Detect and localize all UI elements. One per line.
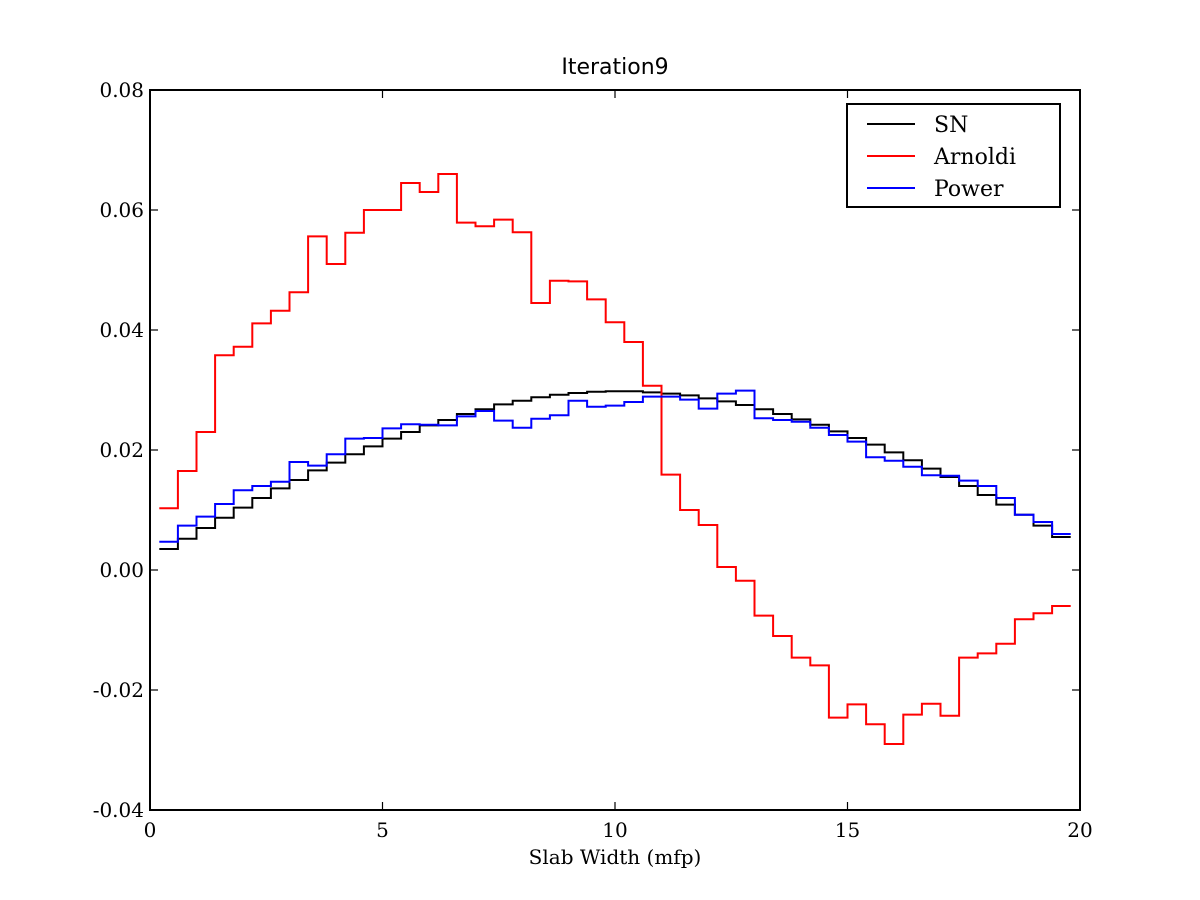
series-line-sn [159,390,1071,550]
x-tick-label: 10 [602,818,627,842]
series-line-arnoldi [159,173,1071,745]
legend-label-arnoldi: Arnoldi [933,145,1016,170]
x-tick-label: 20 [1067,818,1092,842]
y-tick-label: 0.02 [99,438,144,462]
chart-title: Iteration9 [561,55,668,80]
x-tick-label: 5 [376,818,389,842]
legend: SN Arnoldi Power [846,103,1061,208]
y-tick-label: 0.06 [99,198,144,222]
x-tick-label: 0 [144,818,157,842]
series-line-power [159,389,1071,543]
series-layer [159,173,1071,745]
legend-label-power: Power [934,177,1004,202]
y-tick-label: 0.00 [99,558,144,582]
y-tick-label: -0.02 [93,678,144,702]
y-tick-label: 0.04 [99,318,144,342]
legend-label-sn: SN [934,113,968,138]
y-tick-label: -0.04 [93,798,144,822]
plot-frame [149,89,1081,811]
x-tick-label: 15 [835,818,860,842]
x-axis-label: Slab Width (mfp) [529,845,702,869]
y-tick-label: 0.08 [99,78,144,102]
